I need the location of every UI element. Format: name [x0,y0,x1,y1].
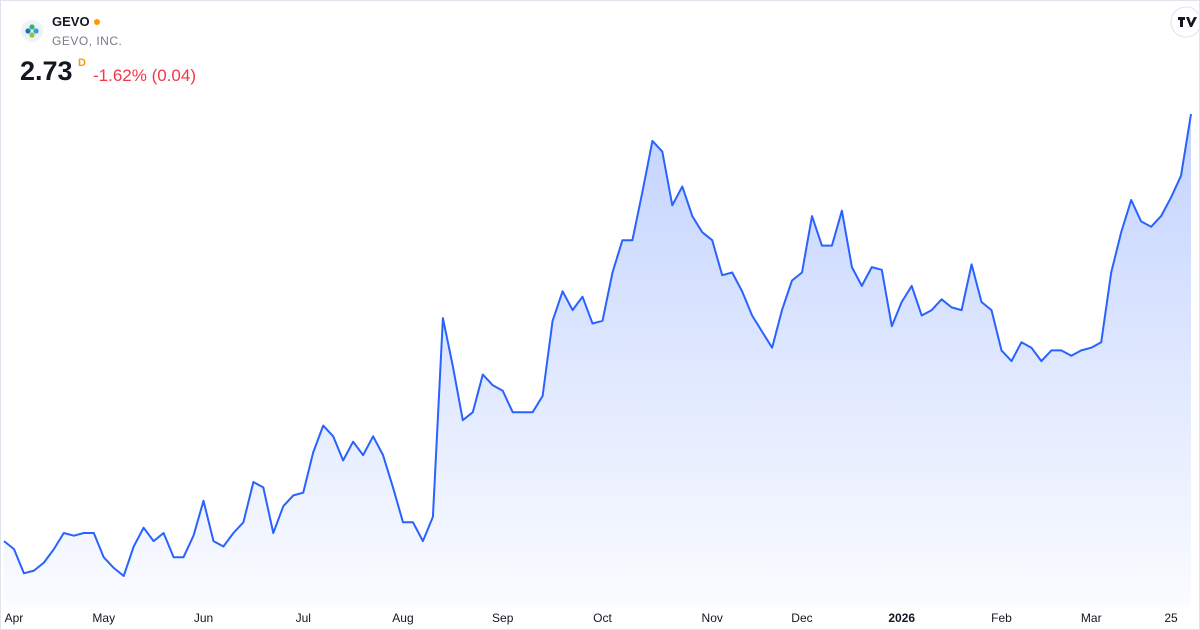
x-tick-label: Feb [991,611,1012,625]
x-tick-label: 25 [1164,611,1178,625]
last-price: 2.73 [20,56,73,86]
interval: D [78,57,86,69]
x-tick-label: Jun [194,611,213,625]
x-tick-label: May [92,611,115,625]
market-status [94,19,100,25]
x-tick-label: Aug [392,611,413,625]
price-change: -1.62% (0.04) [93,66,196,85]
x-tick-label: Jul [296,611,311,625]
x-tick-label: 2026 [888,611,915,625]
tradingview-logo[interactable] [1170,6,1200,38]
x-tick-label: Apr [5,611,24,625]
area-fill [4,114,1191,607]
price-line [3,113,1192,577]
x-tick-label: Sep [492,611,514,625]
company-name: GEVO, INC. [52,34,123,48]
x-tick-label: Oct [593,611,612,625]
x-tick-label: Nov [702,611,723,625]
x-tick-label: Dec [791,611,812,625]
symbol: GEVO [52,14,90,29]
logo [21,20,43,42]
x-tick-label: Mar [1081,611,1102,625]
